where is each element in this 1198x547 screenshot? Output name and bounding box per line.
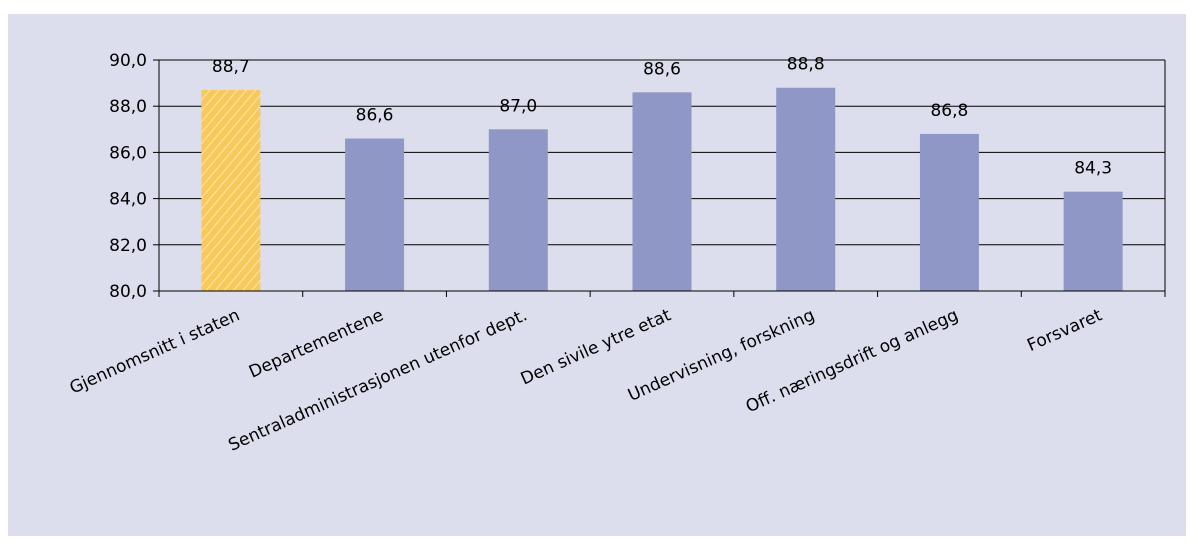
y-tick-label: 86,0 xyxy=(109,143,147,163)
bar xyxy=(488,129,548,291)
bar-chart: 80,082,084,086,088,090,0 88,786,6 87,088,… xyxy=(67,51,1166,456)
bar-highlight xyxy=(201,90,261,291)
data-label: 84,3 xyxy=(1074,159,1112,179)
data-label: 88,7 xyxy=(212,57,250,77)
x-category-label: Departementene xyxy=(246,305,387,382)
x-category-label: Sentraladministrasjonen utenfor dept. xyxy=(226,305,531,455)
y-tick-label: 88,0 xyxy=(109,97,147,117)
data-label: 88,8 xyxy=(787,55,825,75)
data-label: 87,0 xyxy=(499,96,537,116)
y-tick-label: 82,0 xyxy=(109,236,147,256)
data-label: 86,6 xyxy=(356,106,394,126)
bar xyxy=(632,92,692,291)
chart-panel: 80,0 82,0 84,0 86,0 88,0 90,0 88,7 86,6 87,0 88,… xyxy=(8,14,1186,536)
x-category-label: Gjennomsnitt i staten xyxy=(67,305,243,398)
x-category-label: Forsvaret xyxy=(1024,305,1105,356)
category-labels: Gjennomsnitt i staten DepartementeneSentr… xyxy=(67,305,1106,455)
bar xyxy=(919,133,979,291)
y-tick-label: 84,0 xyxy=(109,190,147,210)
y-tick-label: 80,0 xyxy=(109,282,147,302)
bar xyxy=(345,138,405,291)
data-label: 88,6 xyxy=(643,59,681,79)
bar xyxy=(1063,191,1123,291)
y-tick-label: 90,0 xyxy=(109,51,147,71)
bars xyxy=(201,87,1123,291)
data-labels: 88,7 86,6 87,0 88,6 88,8 86,8 84,3 xyxy=(212,55,1112,179)
bar xyxy=(776,87,836,291)
axes xyxy=(153,59,1166,297)
y-tick-labels: 80,0 82,0 84,0 86,0 88,0 90,0 xyxy=(109,51,147,302)
data-label: 86,8 xyxy=(930,101,968,121)
